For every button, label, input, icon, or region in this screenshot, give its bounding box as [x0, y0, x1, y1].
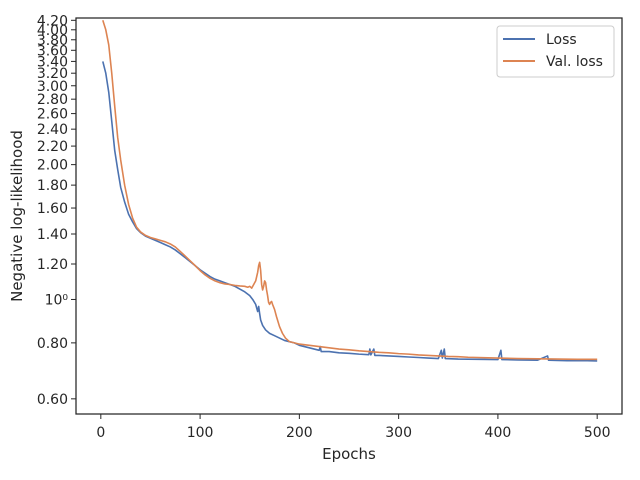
series-line-loss	[102, 61, 598, 362]
y-tick-label: 0.80	[37, 336, 68, 352]
y-tick-label: 1.40	[37, 227, 68, 243]
legend-label-loss: Loss	[546, 32, 577, 48]
x-axis: 0 100 200 300 400 500	[96, 414, 611, 441]
y-tick-label: 2.00	[37, 158, 68, 174]
series-lines	[102, 20, 598, 362]
y-tick-label: 10⁰	[45, 292, 69, 308]
y-tick-label: 0.60	[37, 392, 68, 408]
y-tick-label: 1.20	[37, 257, 68, 273]
y-tick-label: 2.60	[37, 107, 68, 123]
y-tick-label: 4.20	[37, 13, 68, 29]
x-tick-label: 0	[96, 425, 105, 441]
y-tick-label: 2.20	[37, 139, 68, 155]
y-tick-label: 2.40	[37, 122, 68, 138]
y-tick-label: 3.80	[37, 33, 68, 49]
y-tick-label: 2.80	[37, 92, 68, 108]
y-tick-label: 1.80	[37, 178, 68, 194]
plot-frame	[75, 17, 623, 415]
plot-area	[76, 18, 622, 414]
x-tick-label: 100	[187, 425, 214, 441]
x-axis-label: Epochs	[322, 445, 376, 463]
y-tick-label: 3.40	[37, 54, 68, 70]
legend-label-val-loss: Val. loss	[546, 54, 603, 70]
x-tick-label: 300	[385, 425, 412, 441]
x-tick-label: 400	[485, 425, 512, 441]
series-line-val-loss	[102, 20, 598, 361]
y-tick-label: 4.00	[37, 23, 68, 39]
x-tick-label: 500	[584, 425, 611, 441]
legend: Loss Val. loss	[496, 25, 615, 78]
y-tick-label: 3.60	[37, 43, 68, 59]
y-axis: 0.600.8010⁰1.201.401.601.802.002.202.402…	[37, 13, 76, 408]
y-axis-label: Negative log-likelihood	[8, 130, 26, 302]
y-tick-label: 1.60	[37, 201, 68, 217]
x-tick-label: 200	[286, 425, 313, 441]
y-tick-label: 3.00	[37, 79, 68, 95]
y-tick-label: 3.20	[37, 66, 68, 82]
